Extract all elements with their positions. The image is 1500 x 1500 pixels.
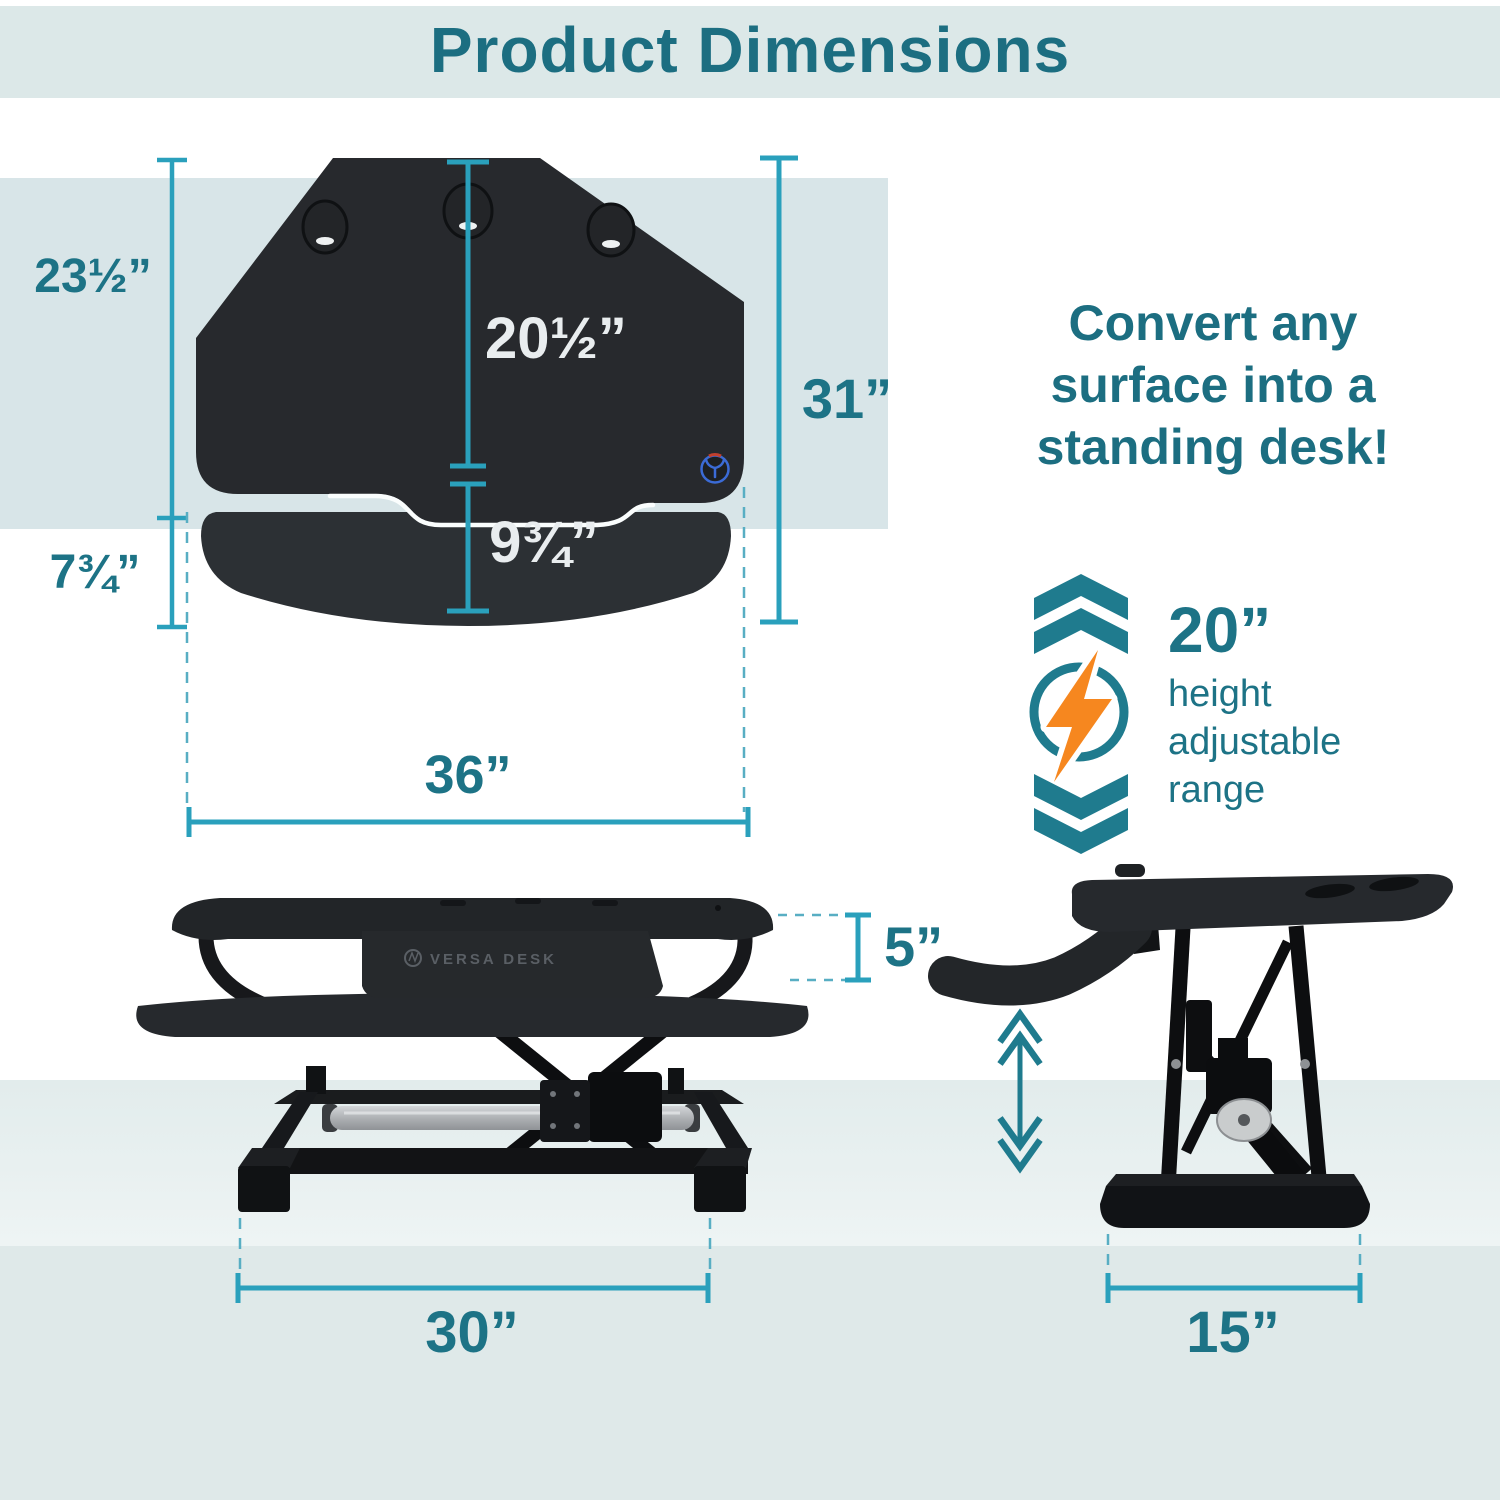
right-arm (688, 935, 753, 1011)
tray-overhang-label: 7¾” (50, 546, 141, 599)
tray-edge-highlight (327, 493, 656, 528)
height-range-value: 20” (1168, 594, 1271, 666)
pivot-bolt (1171, 1059, 1181, 1069)
pulley-hub (1238, 1114, 1250, 1126)
brand-wave (408, 950, 419, 964)
overall-depth-label: 31” (802, 367, 892, 430)
base-post (306, 1066, 326, 1094)
base-post (668, 1068, 684, 1094)
callout-line-2: surface into a (1050, 357, 1376, 413)
front-view-illustration: VERSA DESK (136, 898, 809, 1212)
motor-box (588, 1072, 662, 1142)
brand-logo-icon (404, 949, 422, 967)
surface-depth-label: 20½” (485, 306, 627, 371)
page-title: Product Dimensions (430, 14, 1070, 86)
versadesk-logo-icon (700, 453, 730, 484)
logo-red-mark (708, 453, 722, 458)
height-arrow-icon (997, 1008, 1043, 1174)
arrow-head-up (997, 1030, 1043, 1066)
base-foot (694, 1166, 746, 1212)
brand-name: VERSA DESK (430, 951, 557, 968)
height-range-desc-2: adjustable (1168, 721, 1341, 763)
height-range-desc-3: range (1168, 769, 1265, 811)
arrow-head-up (997, 1008, 1043, 1044)
callout-text: Convert any surface into a standing desk… (1037, 295, 1390, 475)
base-side-rail (262, 1092, 318, 1148)
side-keyboard-tray (928, 908, 1152, 1006)
height-range-desc-1: height (1168, 673, 1272, 715)
grommet-highlight (316, 237, 334, 245)
hinge-plate (540, 1080, 590, 1142)
surface-slot (1305, 883, 1355, 899)
chevron-up-icon (1034, 574, 1128, 620)
base-depth-label: 15” (1186, 1300, 1280, 1365)
logo-y-mark (704, 457, 726, 479)
callout-line-1: Convert any (1069, 295, 1358, 351)
pivot-bolt (1300, 1059, 1310, 1069)
arrow-head-down (997, 1116, 1043, 1152)
surface-knob (1115, 864, 1145, 877)
foot-bevel (238, 1148, 300, 1168)
base-width-label: 30” (425, 1300, 519, 1365)
grommet-hole (301, 199, 349, 255)
overall-width-label: 36” (424, 745, 511, 805)
foot-bevel (694, 1148, 752, 1168)
left-arm (198, 935, 266, 1011)
front-view-dimensions: 5” 30” (235, 912, 943, 1365)
title-band (0, 6, 1500, 98)
height-range-feature: 20” height adjustable range (1029, 574, 1341, 854)
brand-circle (404, 949, 422, 967)
base-side-rail (694, 1092, 748, 1148)
side-view-dimensions: 15” (997, 1008, 1363, 1365)
height-range-icon (1029, 574, 1129, 854)
chevron-up-icon (1034, 608, 1128, 654)
back-depth-label: 23½” (34, 250, 151, 303)
front-keyboard-tray (136, 993, 809, 1037)
top-view-dimensions: 23½” 7¾” 20½” 9¾” 31” 36” (34, 155, 892, 837)
bottom-band-lower (0, 1246, 1500, 1500)
scissor-leg (1160, 927, 1191, 1189)
front-top-surface (171, 898, 774, 940)
side-base (1100, 1186, 1370, 1228)
base-foot (238, 1166, 290, 1212)
base-front-rail (262, 1148, 748, 1174)
callout-line-3: standing desk! (1037, 419, 1390, 475)
scissor-leg (1288, 925, 1328, 1189)
surface-slot (1369, 876, 1419, 892)
grommet-hole (586, 202, 636, 258)
hinge-bolts (550, 1091, 580, 1129)
tray-depth-label: 9¾” (489, 510, 599, 575)
chevron-down-icon (1034, 774, 1128, 820)
arrow-head-down (997, 1138, 1043, 1174)
side-top-surface (1071, 874, 1453, 932)
lift-bracket (1186, 1000, 1212, 1072)
chevron-down-icon (1034, 808, 1128, 854)
surface-slots (440, 898, 721, 911)
grommet-highlight (602, 240, 620, 248)
power-circle-icon (1029, 662, 1129, 762)
base-bevel (1106, 1174, 1362, 1186)
lightning-bolt-icon (1046, 650, 1112, 782)
side-view-illustration (928, 864, 1453, 1228)
riser-panel (362, 931, 663, 998)
